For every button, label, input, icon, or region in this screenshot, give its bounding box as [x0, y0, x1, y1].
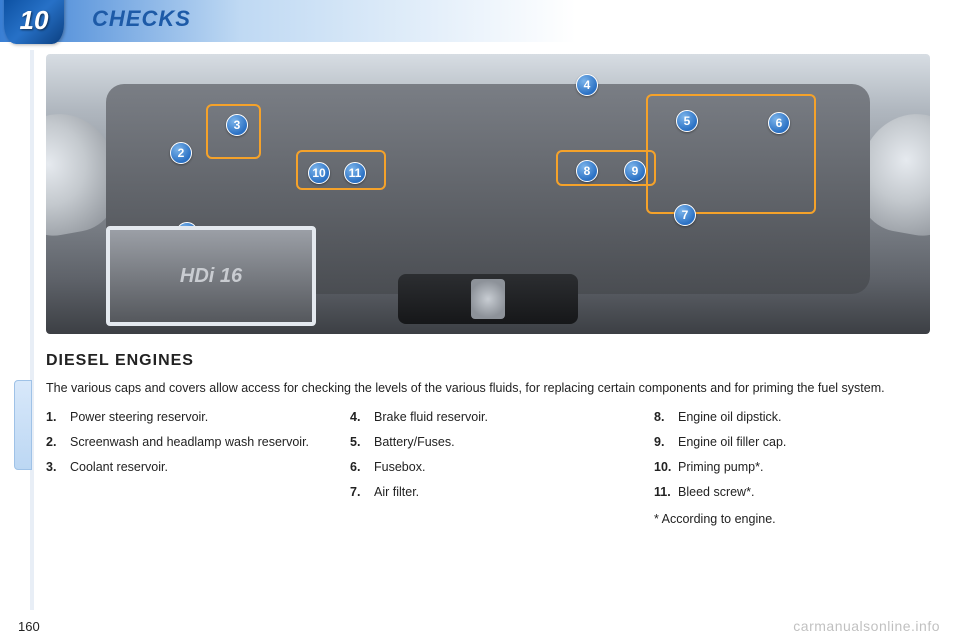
- diagram-callout: 9: [624, 160, 646, 182]
- item-number: 4.: [350, 409, 374, 426]
- section-intro: The various caps and covers allow access…: [46, 380, 930, 397]
- item-number: 3.: [46, 459, 70, 476]
- item-number: 5.: [350, 434, 374, 451]
- page-number: 160: [18, 619, 40, 634]
- chapter-badge-shape: 10: [4, 0, 64, 44]
- item-number: 8.: [654, 409, 678, 426]
- list-item: 5.Battery/Fuses.: [350, 434, 626, 451]
- list-item: 8.Engine oil dipstick.: [654, 409, 930, 426]
- item-text: Bleed screw*.: [678, 484, 754, 501]
- diagram-callout: 4: [576, 74, 598, 96]
- item-text: Coolant reservoir.: [70, 459, 168, 476]
- diagram-callout: 7: [674, 204, 696, 226]
- item-number: 7.: [350, 484, 374, 501]
- chapter-badge: 10: [4, 0, 64, 44]
- footnote: * According to engine.: [654, 512, 930, 526]
- page-title: CHECKS: [92, 6, 191, 32]
- brand-logo-icon: [471, 279, 505, 319]
- side-tab: [14, 380, 32, 470]
- item-text: Power steering reservoir.: [70, 409, 208, 426]
- list-item: 9.Engine oil filler cap.: [654, 434, 930, 451]
- diagram-callout: 8: [576, 160, 598, 182]
- section-title: DIESEL ENGINES: [46, 352, 930, 370]
- item-text: Engine oil filler cap.: [678, 434, 786, 451]
- item-number: 11.: [654, 484, 678, 501]
- column-3: 8.Engine oil dipstick.9.Engine oil fille…: [654, 409, 930, 527]
- diagram-callout: 2: [170, 142, 192, 164]
- list-item: 2.Screenwash and headlamp wash reservoir…: [46, 434, 322, 451]
- diagram-callout: 6: [768, 112, 790, 134]
- engine-inset: HDi 16: [106, 226, 316, 326]
- item-number: 10.: [654, 459, 678, 476]
- item-text: Brake fluid reservoir.: [374, 409, 488, 426]
- diagram-highlight: [646, 94, 816, 214]
- item-text: Fusebox.: [374, 459, 425, 476]
- front-grille: [398, 274, 578, 324]
- diagram-callout: 5: [676, 110, 698, 132]
- watermark: carmanualsonline.info: [793, 618, 940, 634]
- list-item: 10.Priming pump*.: [654, 459, 930, 476]
- diagram-callout: 3: [226, 114, 248, 136]
- column-2: 4.Brake fluid reservoir.5.Battery/Fuses.…: [350, 409, 626, 527]
- list-item: 7.Air filter.: [350, 484, 626, 501]
- item-columns: 1.Power steering reservoir.2.Screenwash …: [46, 409, 930, 527]
- page-header: 10 CHECKS: [0, 0, 960, 42]
- list-item: 11.Bleed screw*.: [654, 484, 930, 501]
- item-number: 9.: [654, 434, 678, 451]
- item-number: 1.: [46, 409, 70, 426]
- diagram-callout: 11: [344, 162, 366, 184]
- engine-diagram: 123456789101110 HDi 16: [46, 54, 930, 334]
- chapter-number: 10: [20, 5, 49, 36]
- list-item: 1.Power steering reservoir.: [46, 409, 322, 426]
- content-area: 123456789101110 HDi 16 DIESEL ENGINES Th…: [46, 54, 930, 620]
- item-text: Priming pump*.: [678, 459, 763, 476]
- item-text: Engine oil dipstick.: [678, 409, 782, 426]
- item-text: Screenwash and headlamp wash reservoir.: [70, 434, 309, 451]
- list-item: 3.Coolant reservoir.: [46, 459, 322, 476]
- side-rail: [30, 50, 34, 610]
- list-item: 4.Brake fluid reservoir.: [350, 409, 626, 426]
- diagram-callout: 10: [308, 162, 330, 184]
- item-text: Battery/Fuses.: [374, 434, 455, 451]
- column-1: 1.Power steering reservoir.2.Screenwash …: [46, 409, 322, 527]
- inset-label: HDi 16: [180, 265, 242, 288]
- item-number: 2.: [46, 434, 70, 451]
- item-number: 6.: [350, 459, 374, 476]
- list-item: 6.Fusebox.: [350, 459, 626, 476]
- item-text: Air filter.: [374, 484, 419, 501]
